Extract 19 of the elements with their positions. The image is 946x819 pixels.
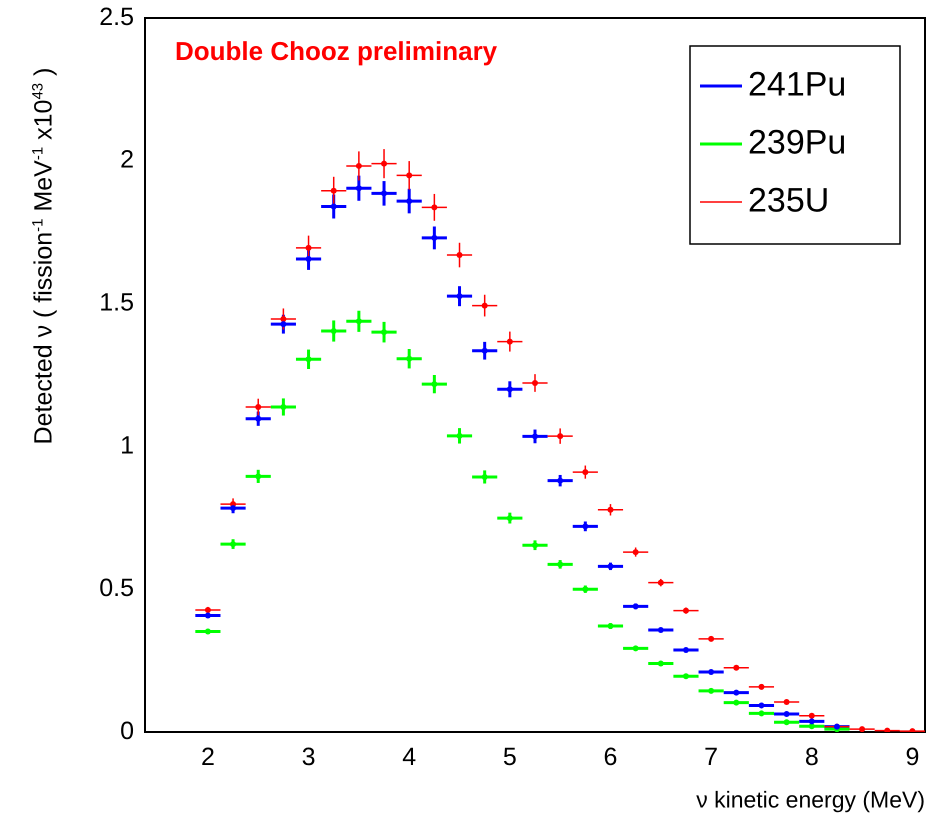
y-tick-label: 2.5 xyxy=(99,2,134,31)
legend-label: 235U xyxy=(748,181,830,220)
x-tick-label: 8 xyxy=(804,742,819,771)
annotation: Double Chooz preliminary xyxy=(175,36,498,66)
y-tick-label: 0.5 xyxy=(99,574,134,602)
legend-label: 241Pu xyxy=(748,65,846,104)
x-tick-label: 9 xyxy=(905,742,920,771)
y-tick-label: 1.5 xyxy=(99,288,134,316)
y-tick-label: 1 xyxy=(120,431,134,460)
x-axis-title: ν kinetic energy (MeV) xyxy=(696,786,925,813)
x-tick-label: 7 xyxy=(704,742,718,771)
x-tick-label: 3 xyxy=(302,742,316,771)
y-tick-label: 0 xyxy=(120,716,134,745)
legend-label: 239Pu xyxy=(748,123,846,162)
y-tick-label: 2 xyxy=(120,146,134,174)
x-tick-label: 2 xyxy=(200,742,215,771)
x-tick-label: 4 xyxy=(402,742,416,771)
x-tick-label: 5 xyxy=(502,742,517,771)
x-tick-label: 6 xyxy=(604,742,618,771)
